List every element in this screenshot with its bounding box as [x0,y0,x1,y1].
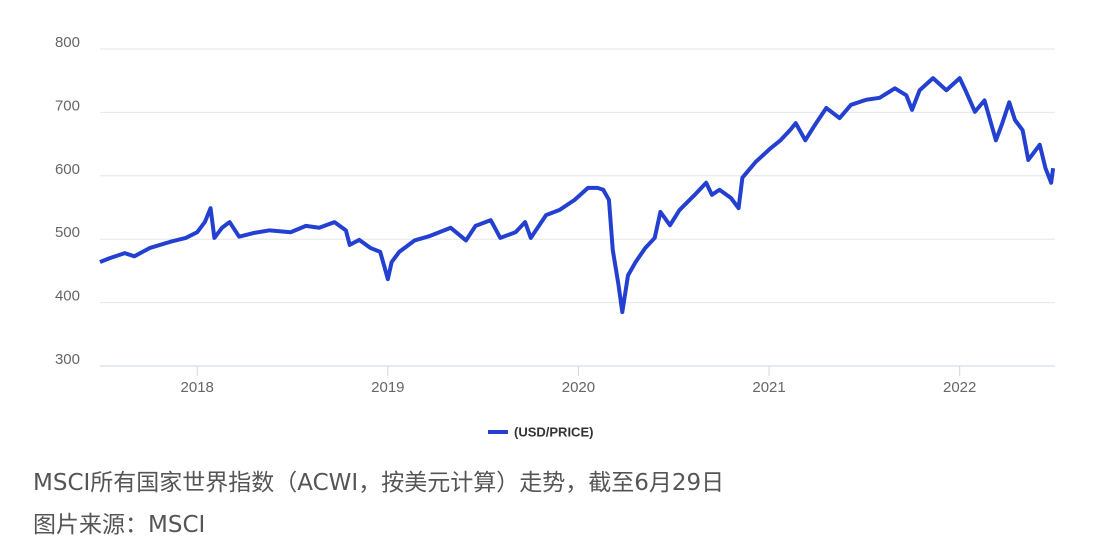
line [99,76,1056,315]
y-tick-label: 500 [55,224,80,241]
chart: 300 400 500 600 700 800 2018 2019 2020 2021 2022 (U… [55,34,1056,439]
caption: MSCI所有国家世界指数（ACWI，按美元计算）走势，截至6月29日 [33,470,725,496]
x-tick-label: 2020 [562,379,595,396]
y-tick-label: 400 [55,288,80,305]
y-tick-label: 700 [55,97,80,114]
x-tick-label: 2021 [752,379,785,396]
legend-label: (USD/PRICE) [514,424,593,439]
x-tick-label: 2018 [181,379,214,396]
y-tick-label: 800 [55,34,80,51]
x-tick-label: 2022 [943,379,976,396]
source: 图片来源：MSCI [33,512,206,538]
x-tick-label: 2019 [371,379,404,396]
y-tick-label: 600 [55,161,80,178]
y-tick-label: 300 [55,351,80,368]
